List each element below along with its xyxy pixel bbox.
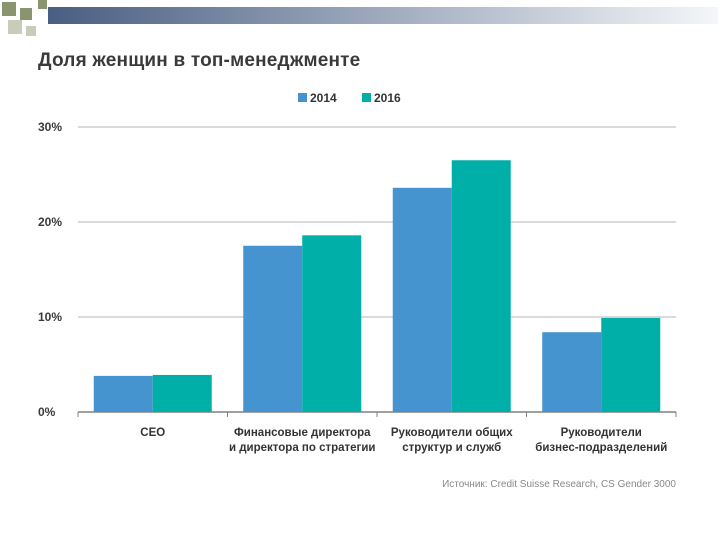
category-label: CEO xyxy=(140,427,165,439)
category-label-line: Руководители общих xyxy=(391,427,513,439)
category-label: Руководители бизнес-подразделений xyxy=(535,427,667,454)
y-tick-label: 20% xyxy=(38,215,62,229)
category-label-line: CEO xyxy=(140,427,165,439)
legend-label-2014: 2014 xyxy=(310,91,337,105)
category-label: Руководители общих структур и служб xyxy=(391,427,513,454)
category-label-line: бизнес-подразделений xyxy=(535,442,667,454)
bar-2014 xyxy=(392,187,452,412)
y-tick-label: 30% xyxy=(38,120,62,134)
bar-2014 xyxy=(243,245,303,412)
category-label-line: структур и служб xyxy=(402,442,501,454)
legend-swatch-2016 xyxy=(362,93,371,102)
source-note: Источник: Credit Suisse Research, CS Gen… xyxy=(442,479,676,490)
category-label-line: Финансовые директора xyxy=(234,427,371,439)
bar-2016 xyxy=(152,374,212,412)
bar-2016 xyxy=(451,160,511,412)
bar-2016 xyxy=(601,317,661,412)
legend-label-2016: 2016 xyxy=(374,91,401,105)
decoration-square xyxy=(26,26,36,36)
decoration-square xyxy=(2,2,16,16)
bar-2016 xyxy=(302,235,362,412)
y-tick-label: 0% xyxy=(38,405,56,419)
category-label: Финансовые директора и директора по страт… xyxy=(229,427,376,454)
slide-title: Доля женщин в топ-менеджменте xyxy=(38,50,361,71)
bar-2014 xyxy=(93,375,153,412)
y-tick-label: 10% xyxy=(38,310,62,324)
bar-2014 xyxy=(542,332,602,412)
decoration-gradient-bar xyxy=(48,7,718,24)
category-label-line: и директора по стратегии xyxy=(229,442,376,454)
decoration-square xyxy=(20,8,32,20)
category-label-line: Руководители xyxy=(561,427,642,439)
decoration-square xyxy=(8,20,22,34)
slide-decoration xyxy=(2,0,718,36)
decoration-square xyxy=(38,0,47,9)
legend-swatch-2014 xyxy=(298,93,307,102)
